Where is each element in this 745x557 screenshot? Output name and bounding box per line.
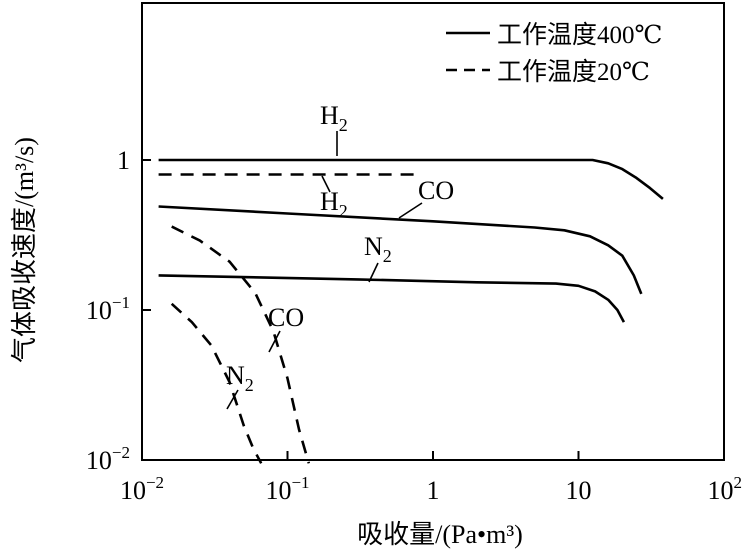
series-line-5 — [170, 302, 263, 464]
curve-label: H2 — [320, 101, 348, 135]
x-tick-label: 102 — [708, 473, 743, 505]
curve-label: H2 — [320, 187, 348, 221]
curve-label-leader — [226, 389, 239, 410]
y-tick-label: 1 — [117, 146, 130, 175]
y-tick-label: 10−1 — [86, 293, 130, 325]
x-tick-label: 1 — [427, 476, 440, 505]
curve-label: N2 — [226, 361, 254, 395]
y-tick-label: 10−2 — [86, 443, 130, 475]
x-tick-label: 10 — [566, 476, 592, 505]
curve-label-leader — [398, 202, 423, 219]
series-line-4 — [171, 225, 311, 464]
x-tick-label: 10−2 — [120, 473, 164, 505]
x-tick-label: 10−1 — [265, 473, 309, 505]
curve-label-leader — [268, 330, 281, 353]
series-line-1 — [158, 205, 643, 295]
curve-label: N2 — [364, 232, 392, 266]
y-axis-title: 气体吸收速度/(m³/s) — [10, 137, 39, 363]
x-axis-title: 吸收量/(Pa•m³) — [357, 520, 523, 549]
curve-label-leader — [321, 175, 331, 193]
legend-label-1: 工作温度20℃ — [497, 58, 650, 86]
curve-label: CO — [268, 303, 304, 332]
legend-label-0: 工作温度400℃ — [497, 21, 662, 49]
series-line-0 — [158, 158, 664, 200]
curve-label: CO — [418, 176, 454, 205]
curve-label-leader — [368, 262, 379, 283]
series-line-2 — [158, 274, 626, 323]
